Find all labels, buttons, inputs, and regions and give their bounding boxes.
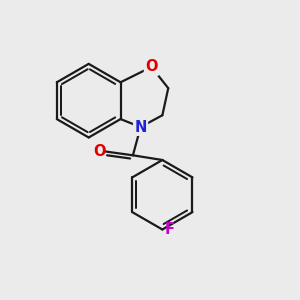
Text: O: O [94,144,106,159]
Text: N: N [134,119,147,134]
Text: O: O [145,59,158,74]
Text: F: F [165,222,175,237]
